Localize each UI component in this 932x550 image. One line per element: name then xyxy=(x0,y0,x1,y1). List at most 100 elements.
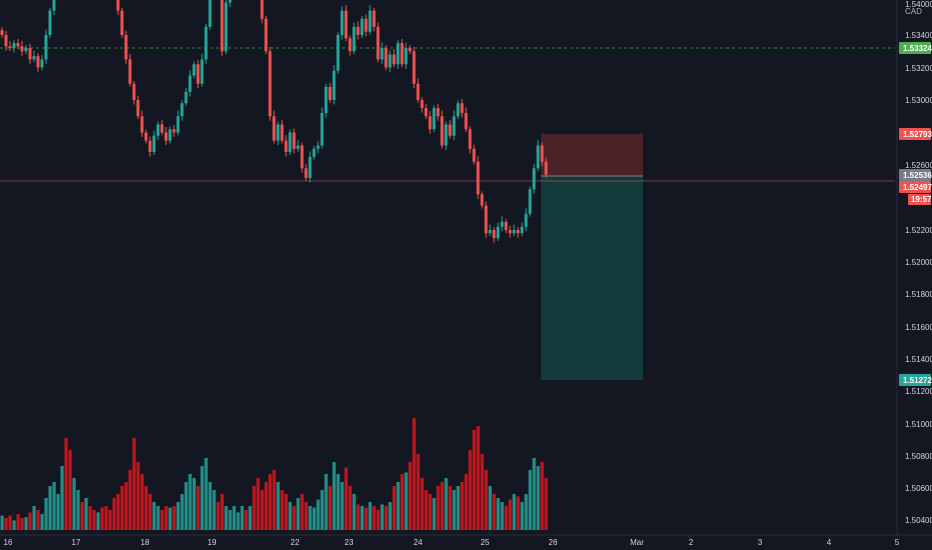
volume-bar xyxy=(8,515,12,530)
volume-bar xyxy=(396,482,400,530)
volume-bar xyxy=(416,454,420,530)
candle-body xyxy=(348,38,352,52)
bid-price-tag: 1.52497 xyxy=(899,181,932,193)
price-tick-label: 1.51600 xyxy=(905,323,932,332)
volume-bar xyxy=(336,474,340,530)
candle-body xyxy=(144,132,148,141)
price-tick-label: 1.51200 xyxy=(905,387,932,396)
volume-bar xyxy=(320,490,324,530)
candle-body xyxy=(284,140,288,152)
volume-bar xyxy=(264,482,268,530)
candle-body xyxy=(400,43,404,65)
volume-bar xyxy=(500,502,504,530)
volume-bar xyxy=(160,510,164,530)
volume-bar xyxy=(100,507,104,530)
candle-body xyxy=(336,35,340,71)
volume-bar xyxy=(140,474,144,530)
candle-body xyxy=(324,87,328,113)
candle-body xyxy=(476,161,480,195)
volume-bar xyxy=(48,486,52,530)
position-zones[interactable] xyxy=(541,134,643,380)
candle-body xyxy=(320,113,324,146)
candle-body xyxy=(208,0,212,27)
candle-body xyxy=(128,59,132,84)
volume-bar xyxy=(200,466,204,530)
volume-bar xyxy=(404,472,408,530)
candle-body xyxy=(480,194,484,206)
volume-bar xyxy=(236,512,240,530)
volume-bar xyxy=(72,478,76,530)
volume-bar xyxy=(148,494,152,530)
price-tick-label: 1.50600 xyxy=(905,484,932,493)
stop-loss-zone[interactable] xyxy=(541,134,643,176)
candle-body xyxy=(188,75,192,92)
svg-text:19:57: 19:57 xyxy=(911,195,932,204)
volume-bar xyxy=(112,498,116,530)
candle-body xyxy=(420,100,424,109)
volume-bar xyxy=(332,462,336,530)
volume-bar xyxy=(272,470,276,530)
date-tick-label: 26 xyxy=(549,538,558,547)
candle-body xyxy=(344,10,348,39)
date-tick-label: 23 xyxy=(345,538,354,547)
volume-bar xyxy=(244,510,248,530)
volume-bar xyxy=(252,486,256,530)
candle-body xyxy=(504,221,508,230)
candle-body xyxy=(404,48,408,65)
volume-bar xyxy=(544,478,548,530)
candle-body xyxy=(200,59,204,84)
candle-body xyxy=(468,129,472,149)
volume-bar xyxy=(276,482,280,530)
candle-body xyxy=(464,113,468,130)
volume-bar xyxy=(44,498,48,530)
candle-body xyxy=(312,148,316,157)
volume-bar xyxy=(144,486,148,530)
volume-bar xyxy=(436,486,440,530)
time-axis[interactable]: 16 17 18 19 22 23 24 25 26 Mar 2 3 4 5 xyxy=(4,538,900,547)
volume-bar xyxy=(120,486,124,530)
candle-body xyxy=(176,116,180,133)
candle-body xyxy=(368,10,372,32)
candle-body xyxy=(136,100,140,117)
candle-body xyxy=(408,48,412,52)
volume-bar xyxy=(156,506,160,530)
volume-bar xyxy=(16,514,20,530)
candle-body xyxy=(12,43,16,48)
candle-body xyxy=(280,124,284,141)
volume-bar xyxy=(24,517,28,530)
price-tick-label: 1.52600 xyxy=(905,161,932,170)
candle-body xyxy=(356,26,360,35)
candle-body xyxy=(184,91,188,104)
candle-body xyxy=(148,140,152,152)
take-profit-zone[interactable] xyxy=(541,176,643,380)
candle-body xyxy=(20,46,24,52)
candle-body xyxy=(396,43,400,65)
volume-bar xyxy=(248,506,252,530)
candle-body xyxy=(432,108,436,130)
volume-bar xyxy=(40,514,44,530)
volume-bar xyxy=(468,450,472,530)
candle-body xyxy=(132,83,136,100)
volume-bar xyxy=(508,499,512,530)
volume-bar xyxy=(136,462,140,530)
candle-body xyxy=(412,51,416,84)
volume-bar xyxy=(284,494,288,530)
volume-bar xyxy=(196,486,200,530)
volume-bar xyxy=(444,478,448,530)
candle-body xyxy=(36,56,40,68)
date-tick-label: 18 xyxy=(141,538,150,547)
volume-bar xyxy=(192,478,196,530)
candle-body xyxy=(416,83,420,100)
candle-body xyxy=(540,145,544,162)
candle-body xyxy=(152,135,156,152)
volume-bar xyxy=(292,506,296,530)
volume-bar xyxy=(448,486,452,530)
candle-body xyxy=(24,48,28,52)
volume-bar xyxy=(360,506,364,530)
volume-bar xyxy=(224,506,228,530)
candle-body xyxy=(544,161,548,175)
price-axis[interactable]: 1.54000 1.53400 1.53200 1.53000 1.52600 1.522… xyxy=(905,0,932,525)
candle-body xyxy=(260,0,264,19)
currency-label: CAD xyxy=(905,7,922,16)
